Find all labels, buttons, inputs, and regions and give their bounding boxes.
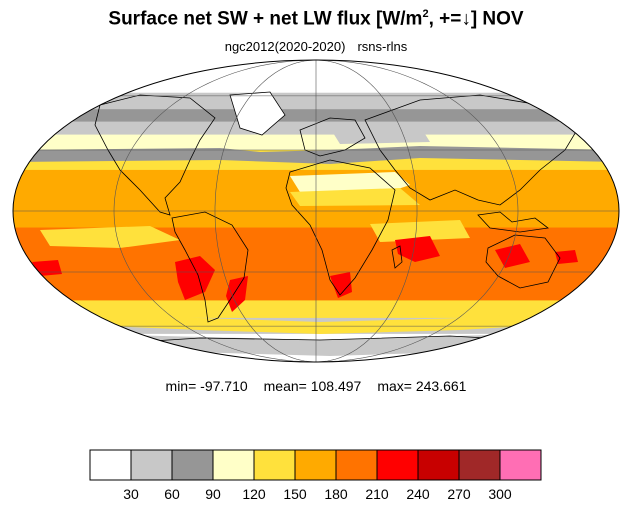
coastline-greenland: [229, 91, 286, 136]
colorbar-box: [89, 449, 132, 481]
colorbar-label: 150: [283, 486, 307, 502]
colorbar-label: 270: [447, 486, 471, 502]
stat-mean: mean= 108.497: [263, 378, 362, 394]
globe-outline: [12, 59, 620, 363]
stat-min: min= -97.710: [165, 378, 248, 394]
west-pacific-red-patch: [555, 250, 578, 264]
australia-red-patch: [495, 244, 530, 268]
map-title-tail: , +=↓] NOV: [428, 8, 524, 30]
flux-field: [13, 60, 619, 362]
north-pacific-grey-band: [13, 146, 619, 164]
model-run-label: ngc2012(2020-2020): [224, 39, 346, 54]
indian-ocean-red-patch: [395, 236, 440, 262]
coastline-north-america: [94, 94, 216, 216]
southern-ocean-yellow-strip: [60, 310, 590, 334]
coastline-madagascar: [391, 245, 403, 269]
coastline-asia: [364, 94, 581, 206]
south-america-red-coast: [226, 276, 248, 312]
colorbar-box: [294, 449, 337, 481]
map-title: Surface net SW + net LW flux [W/m2, +=↓]…: [0, 8, 632, 30]
coastline-south-america: [171, 211, 249, 323]
colorbar-boxes: [89, 449, 542, 481]
colorbar-box: [171, 449, 214, 481]
coastline-europe: [299, 117, 366, 157]
colorbar-box: [335, 449, 378, 481]
south-america-red-core: [175, 256, 215, 300]
antarctica-coast-grey: [120, 334, 520, 356]
colorbar-box: [212, 449, 255, 481]
colorbar-box: [417, 449, 460, 481]
colorbar-label: 240: [406, 486, 430, 502]
graticule: [13, 60, 619, 362]
colorbar-box: [458, 449, 501, 481]
colorbar-label: 120: [242, 486, 266, 502]
colorbar-label: 60: [164, 486, 180, 502]
variable-label: rsns-rlns: [357, 39, 408, 54]
colorbar-label: 300: [488, 486, 512, 502]
colorbar-box: [376, 449, 419, 481]
greenland-white: [230, 92, 285, 135]
coastline-indonesia: [477, 211, 549, 233]
map-title-superscript: 2: [422, 8, 429, 20]
colorbar-labels: 30 60 90 120 150 180 210 240 270 300: [123, 486, 512, 502]
equatorial-yellow-patch-pacific: [40, 226, 180, 248]
colorbar-box: [253, 449, 296, 481]
south-africa-red-core: [330, 272, 352, 298]
field-features: [13, 92, 619, 356]
coastline-australia: [485, 234, 561, 289]
equatorial-yellow-patch-indian: [370, 220, 470, 242]
map-title-text: Surface net SW + net LW flux [W/m: [108, 8, 423, 30]
colorbar-label: 30: [123, 486, 139, 502]
map-subtitle: ngc2012(2020-2020) rsns-rlns: [0, 39, 632, 54]
colorbar-box: [499, 449, 542, 481]
sahel-yellow-region: [290, 188, 420, 206]
colorbar-label: 210: [365, 486, 389, 502]
coastline-africa: [285, 159, 396, 296]
colorbar-box: [130, 449, 173, 481]
colorbar-label: 90: [205, 486, 221, 502]
coastlines: [89, 91, 591, 346]
field-statistics: min= -97.710 mean= 108.497 max= 243.661: [0, 378, 632, 394]
stat-max: max= 243.661: [377, 378, 467, 394]
colorbar-label: 180: [324, 486, 348, 502]
